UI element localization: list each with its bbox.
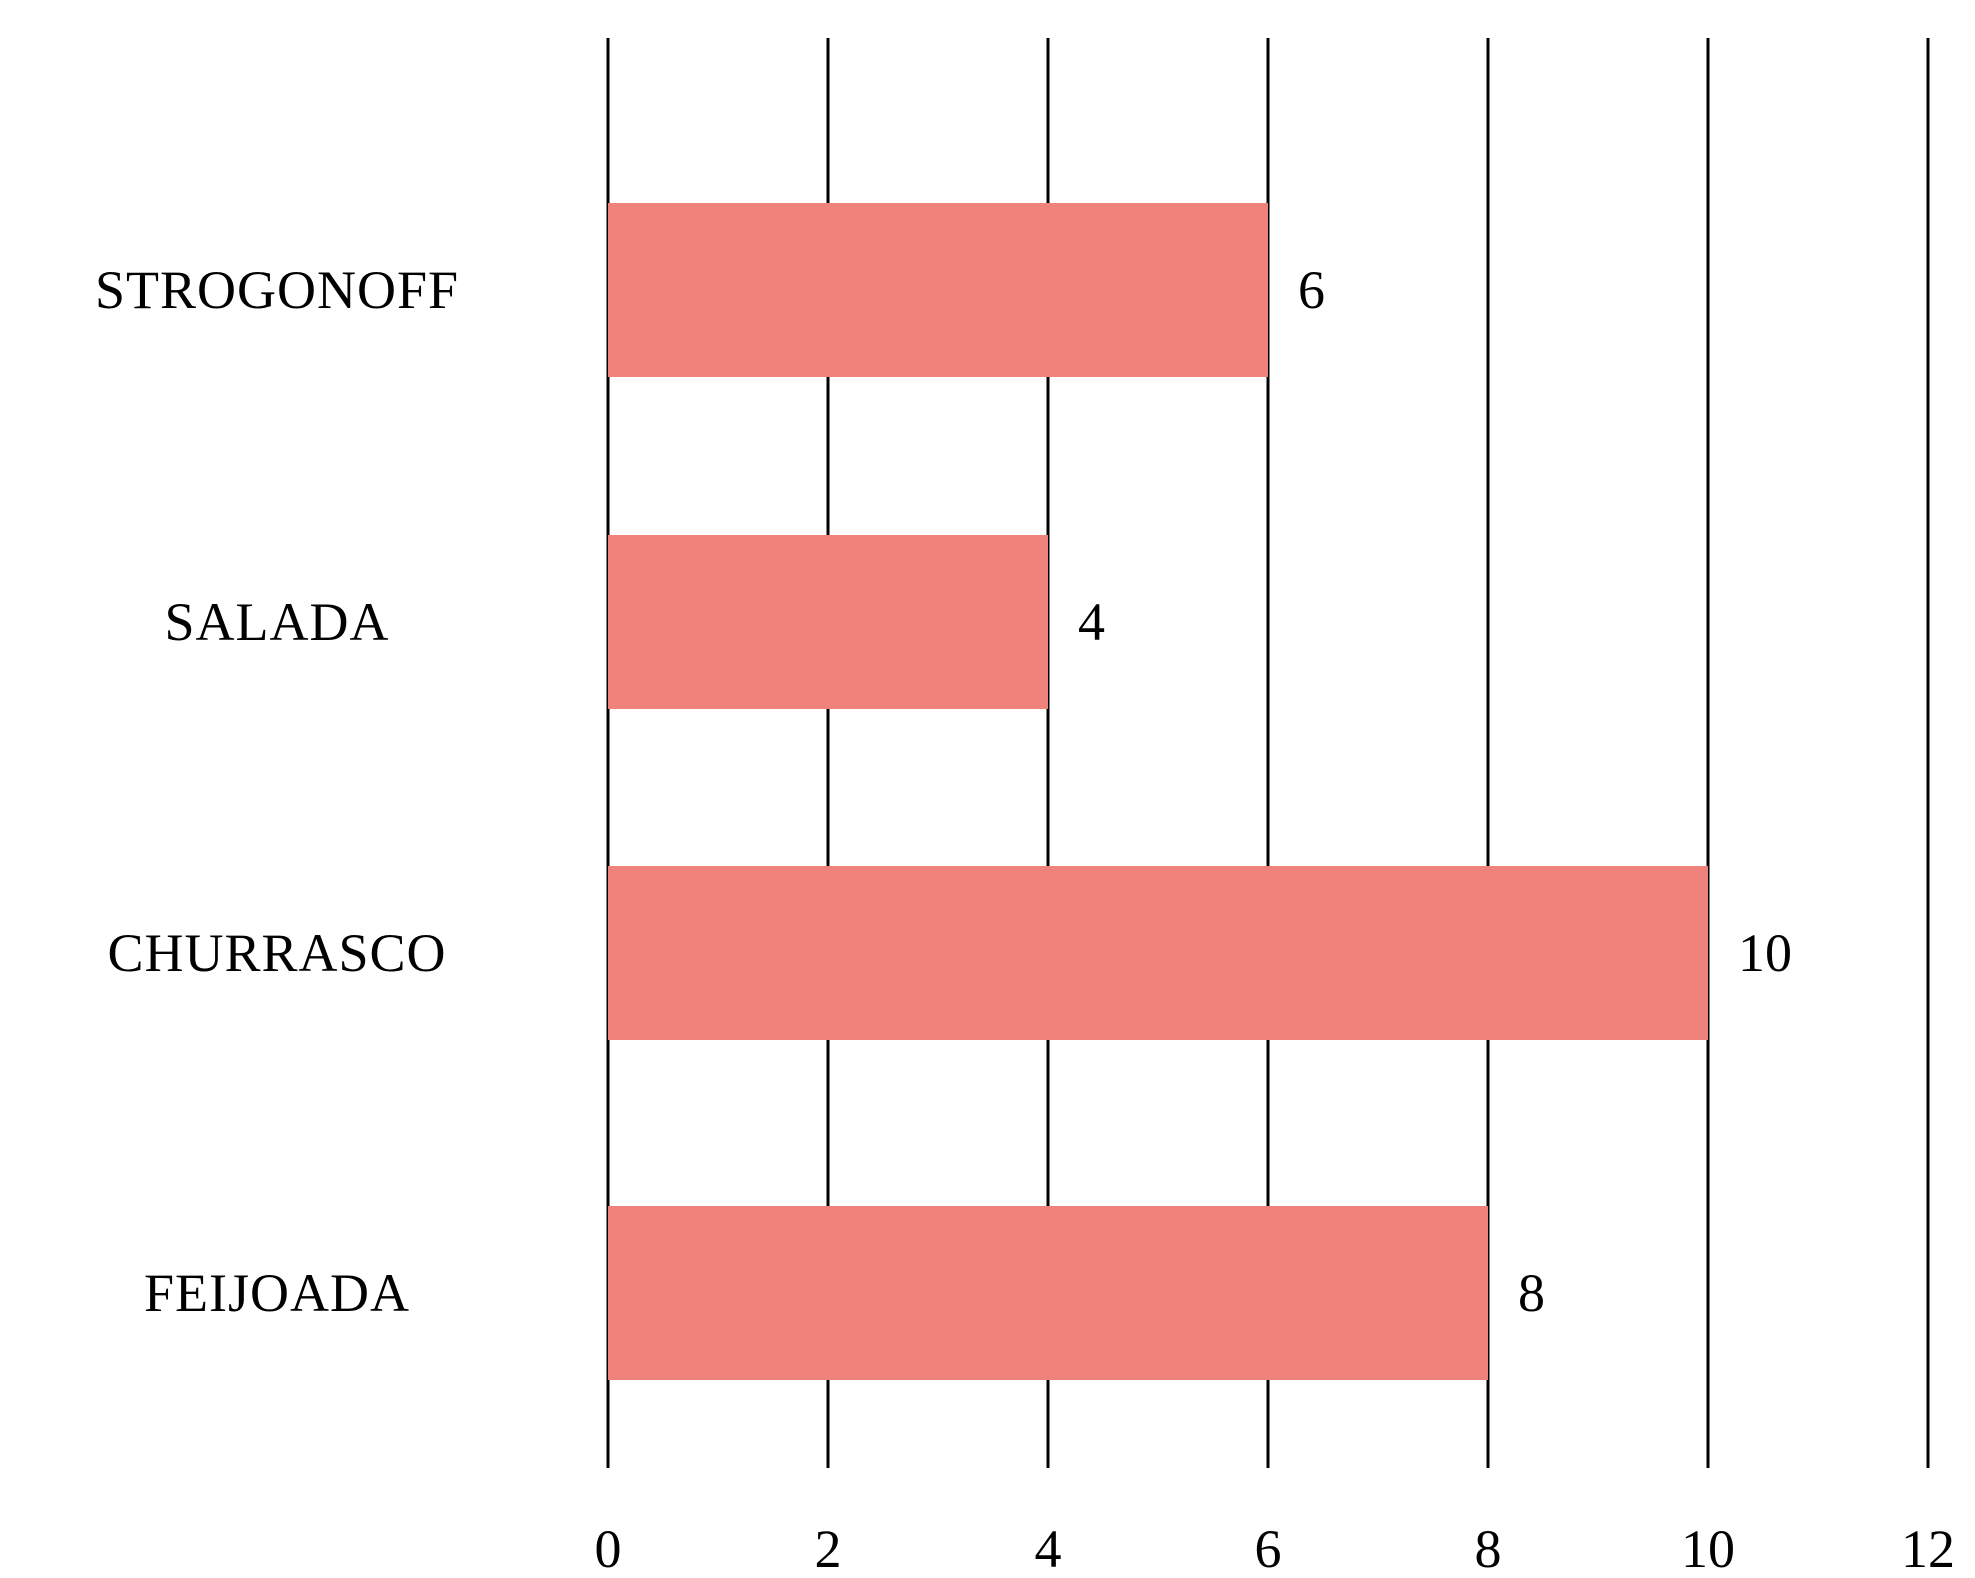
category-label-strogonoff: STROGONOFF	[95, 260, 459, 320]
bar-salada	[608, 535, 1048, 709]
bars	[608, 203, 1708, 1380]
x-tick-label-6: 6	[1255, 1519, 1282, 1578]
x-tick-label-10: 10	[1681, 1519, 1735, 1578]
x-tick-label-12: 12	[1901, 1519, 1955, 1578]
x-tick-label-4: 4	[1035, 1519, 1062, 1578]
data-label-strogonoff: 6	[1298, 260, 1325, 320]
x-axis-tick-labels: 0 2 4 6 8 10 12	[595, 1519, 1956, 1578]
category-label-salada: SALADA	[164, 592, 389, 652]
x-tick-label-2: 2	[815, 1519, 842, 1578]
data-labels: 6 4 10 8	[1078, 260, 1792, 1323]
x-tick-label-0: 0	[595, 1519, 622, 1578]
bar-strogonoff	[608, 203, 1268, 377]
bar-feijoada	[608, 1206, 1488, 1380]
category-label-churrasco: CHURRASCO	[107, 923, 446, 983]
category-labels: STROGONOFF SALADA CHURRASCO FEIJOADA	[95, 260, 459, 1323]
bar-churrasco	[608, 866, 1708, 1040]
data-label-salada: 4	[1078, 592, 1105, 652]
data-label-churrasco: 10	[1738, 923, 1792, 983]
data-label-feijoada: 8	[1518, 1263, 1545, 1323]
category-label-feijoada: FEIJOADA	[144, 1263, 410, 1323]
x-tick-label-8: 8	[1475, 1519, 1502, 1578]
